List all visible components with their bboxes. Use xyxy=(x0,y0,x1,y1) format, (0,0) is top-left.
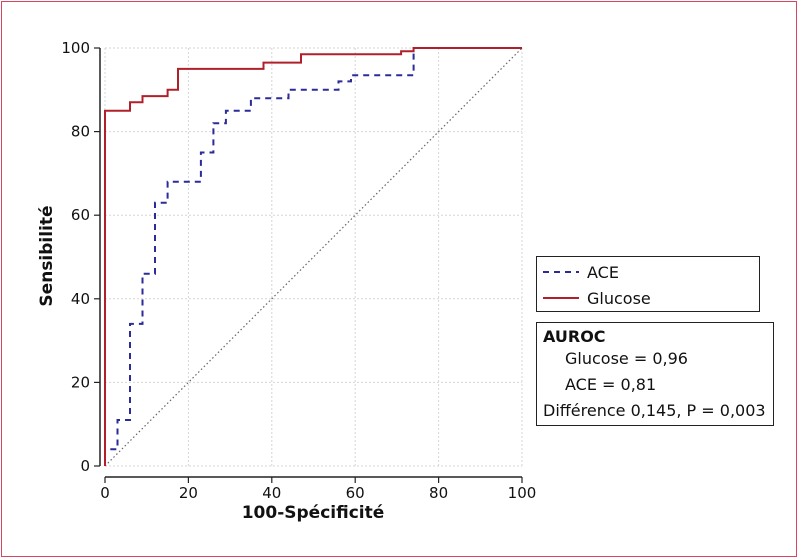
ticks: 0 20 40 60 80 100 0 20 40 60 80 100 xyxy=(61,39,536,502)
y-axis-label: Sensibilité xyxy=(37,205,57,306)
auroc-box: AUROC Glucose = 0,96 ACE = 0,81 Différen… xyxy=(536,322,774,426)
y-tick-label: 100 xyxy=(61,39,90,57)
reference-diagonal xyxy=(104,47,523,467)
series-group xyxy=(104,47,522,466)
series-line-ace xyxy=(104,47,522,466)
auroc-glucose: Glucose = 0,96 xyxy=(565,349,688,368)
x-tick-label: 0 xyxy=(100,484,110,502)
y-tick-label: 60 xyxy=(71,206,90,224)
x-tick-label: 60 xyxy=(346,484,365,502)
auroc-ace: ACE = 0,81 xyxy=(565,375,657,394)
legend-label-glucose: Glucose xyxy=(587,288,651,308)
x-axis-label: 100-Spécificité xyxy=(242,503,385,523)
reference-line xyxy=(104,47,523,467)
x-tick-label: 100 xyxy=(508,484,537,502)
legend-label-ace: ACE xyxy=(587,262,619,282)
legend-swatch-ace xyxy=(543,271,579,273)
y-tick-label: 40 xyxy=(71,290,90,308)
legend-item-ace: ACE xyxy=(543,261,619,283)
auroc-difference: Différence 0,145, P = 0,003 xyxy=(543,401,766,420)
legend: ACE Glucose xyxy=(536,256,760,312)
y-tick-label: 80 xyxy=(71,123,90,141)
x-tick-label: 40 xyxy=(262,484,281,502)
legend-item-glucose: Glucose xyxy=(543,287,651,309)
x-tick-label: 20 xyxy=(179,484,198,502)
y-tick-label: 20 xyxy=(71,373,90,391)
axes xyxy=(99,48,522,478)
legend-swatch-glucose xyxy=(543,297,579,299)
auroc-title: AUROC xyxy=(543,327,606,346)
y-tick-label: 0 xyxy=(80,457,90,475)
series-line-glucose xyxy=(104,47,522,466)
x-tick-label: 80 xyxy=(429,484,448,502)
